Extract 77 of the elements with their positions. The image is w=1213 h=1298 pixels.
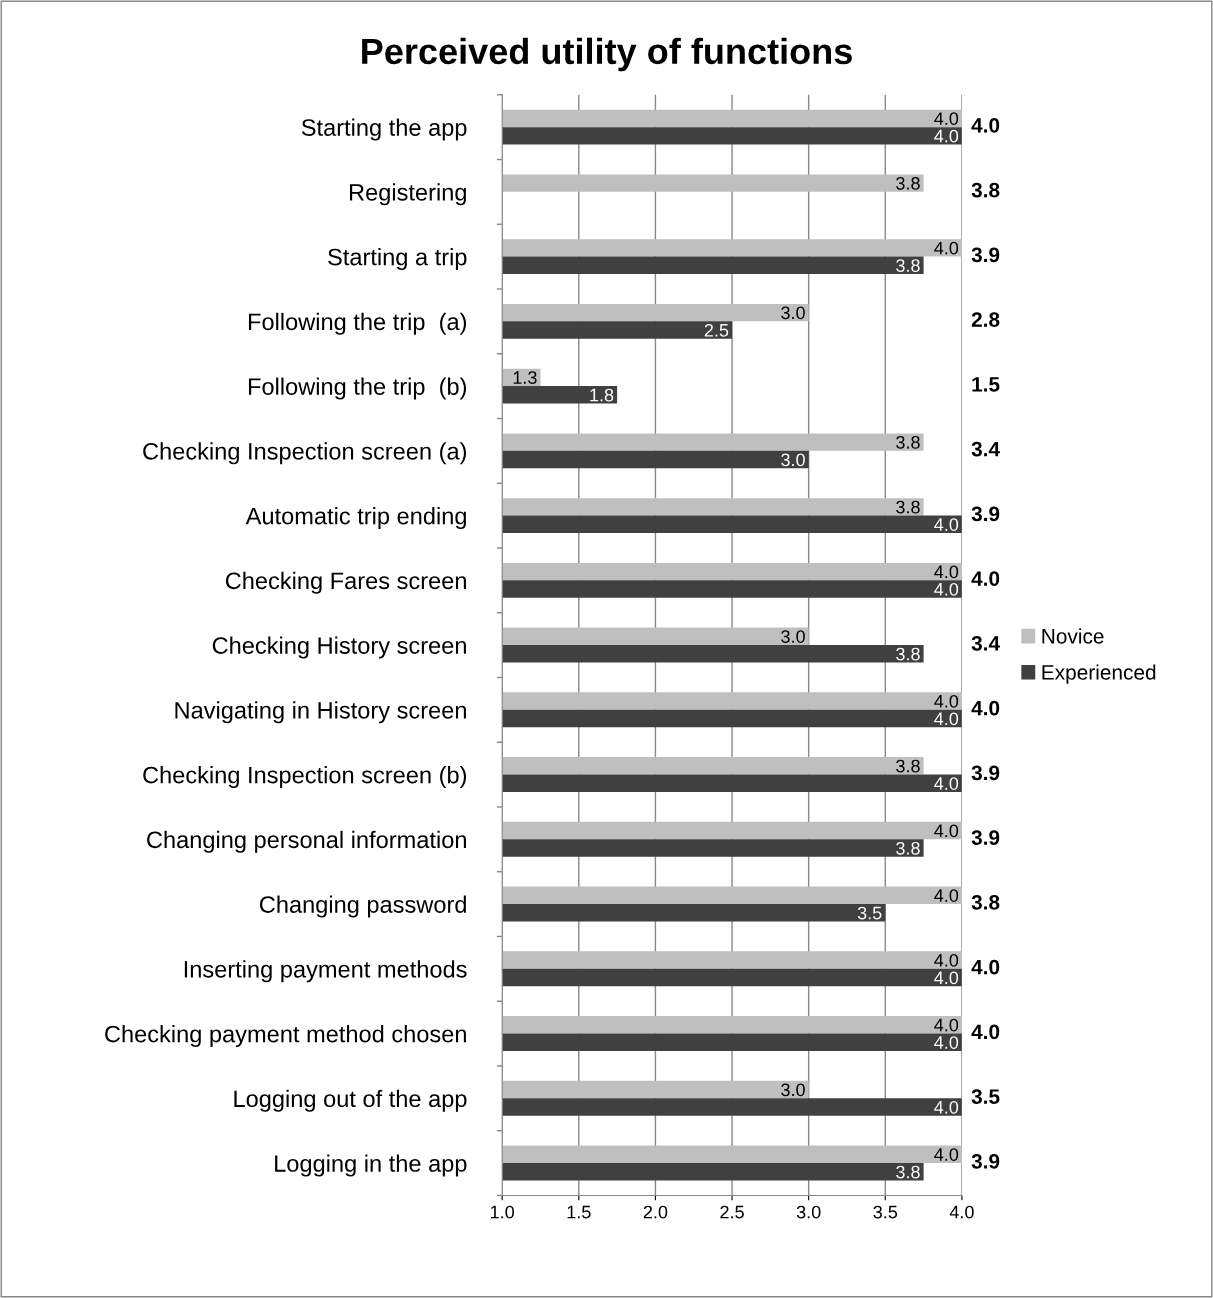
data-label: 3.8 (896, 500, 920, 514)
y-tick-label: Inserting payment methods (184, 960, 467, 983)
data-label: 4.0 (934, 777, 959, 790)
x-tick-label: 1.0 (491, 1205, 515, 1219)
data-label: 4.0 (934, 241, 959, 255)
y-tick-label: Automatic trip ending (245, 507, 466, 530)
data-label: 4.0 (934, 518, 959, 531)
x-tick-label: 1.5 (567, 1205, 591, 1219)
data-label: 3.8 (896, 259, 920, 272)
data-label: 4.0 (934, 1036, 959, 1049)
data-label: 4.0 (934, 565, 959, 579)
data-label: 3.8 (896, 1165, 920, 1179)
data-label: 4.0 (934, 824, 959, 838)
data-label: 4.0 (934, 889, 959, 902)
data-label: 3.0 (781, 453, 805, 467)
data-label: 4.0 (934, 953, 959, 967)
data-label: 4.0 (934, 712, 959, 726)
legend-label: Experienced (1042, 664, 1156, 684)
text: 3.9 (971, 247, 1000, 263)
text: 4.0 (971, 571, 1000, 586)
text: 1.5 (972, 377, 1000, 392)
data-label: 4.0 (934, 1018, 959, 1032)
y-tick-label: Logging out of the app (234, 1089, 467, 1112)
text: 3.5 (971, 1089, 1000, 1104)
data-label: 4.0 (934, 1100, 959, 1114)
text: 4.0 (971, 1024, 1000, 1040)
y-tick-label: Following the trip (b) (248, 377, 467, 400)
y-tick-label: Checking Fares screen (225, 571, 466, 594)
y-tick-label: Logging in the app (275, 1154, 467, 1177)
data-label: 3.8 (896, 647, 920, 661)
text: 3.4 (971, 635, 1000, 651)
x-tick-label: 2.0 (643, 1205, 668, 1219)
text: 2.8 (971, 312, 1000, 327)
x-tick-label: 2.5 (720, 1205, 744, 1219)
data-label: 4.0 (934, 1148, 959, 1161)
data-label: 3.8 (896, 176, 920, 190)
data-label: 3.0 (781, 1083, 805, 1097)
y-tick-label: Changing personal information (147, 830, 466, 853)
y-tick-label: Starting the app (301, 118, 467, 141)
data-label: 2.5 (704, 323, 729, 337)
data-label: 3.8 (896, 435, 920, 449)
y-tick-label: Checking Inspection screen (a) (143, 442, 467, 465)
data-label: 4.0 (934, 112, 959, 125)
text: 3.8 (971, 894, 1000, 910)
text: 3.4 (971, 441, 1000, 457)
y-tick-label: Changing password (259, 895, 466, 918)
data-label: 3.8 (896, 841, 920, 855)
y-tick-label: Checking Inspection screen (b) (143, 766, 467, 789)
text: 4.0 (971, 117, 1000, 133)
y-tick-label: Navigating in History screen (175, 701, 466, 724)
data-label: 3.0 (781, 306, 805, 320)
data-label: 3.8 (896, 759, 920, 773)
data-label: 1.3 (513, 371, 537, 384)
text: 4.0 (971, 700, 1000, 716)
data-label: 4.0 (934, 129, 959, 143)
x-tick-label: 4.0 (949, 1205, 974, 1219)
y-tick-label: Checking payment method chosen (105, 1025, 466, 1048)
y-tick-label: Starting a trip (328, 248, 467, 271)
text: 3.9 (971, 506, 1000, 522)
y-tick-label: Following the trip (a) (248, 312, 467, 335)
data-label: 3.5 (857, 906, 882, 920)
data-label: 1.8 (590, 388, 614, 402)
text: 3.9 (971, 765, 1000, 781)
text: 4.0 (971, 959, 1000, 975)
chart-title: Perceived utility of functions (362, 37, 852, 72)
x-tick-label: 3.5 (873, 1205, 898, 1219)
y-tick-label: Checking History screen (212, 636, 466, 659)
legend-label: Novice (1042, 628, 1104, 644)
data-label: 3.0 (781, 630, 805, 643)
x-tick-label: 3.0 (796, 1205, 821, 1219)
data-label: 4.0 (934, 694, 959, 708)
text: 3.9 (971, 1153, 1000, 1169)
data-label: 4.0 (934, 582, 959, 596)
data-label: 4.0 (934, 971, 959, 985)
text: 3.9 (971, 830, 1000, 845)
text: 3.8 (971, 182, 1000, 198)
y-tick-label: Registering (349, 183, 466, 206)
